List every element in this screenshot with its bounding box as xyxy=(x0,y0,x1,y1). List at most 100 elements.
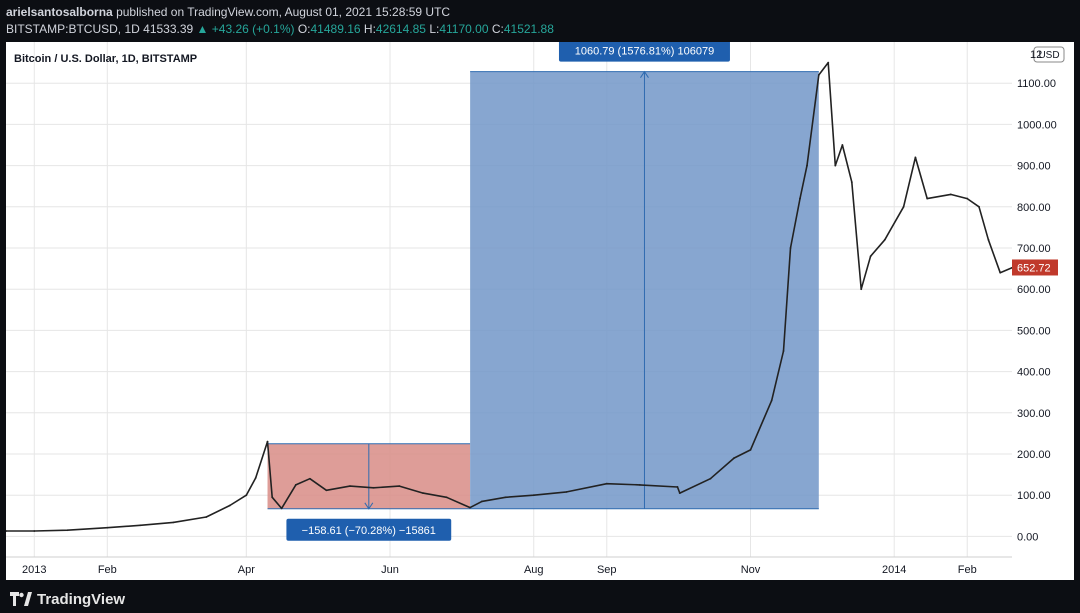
y-tick-label: 100.00 xyxy=(1017,490,1051,502)
footer: TradingView xyxy=(0,584,1080,613)
y-tick-label: 400.00 xyxy=(1017,367,1051,379)
price-data-point xyxy=(445,496,448,499)
x-tick-label: Apr xyxy=(238,564,255,576)
tradingview-brand: TradingView xyxy=(37,590,126,608)
price-data-point xyxy=(309,477,311,480)
price-data-point xyxy=(817,74,820,76)
price-data-point xyxy=(605,482,608,485)
price-data-point xyxy=(280,507,283,510)
price-data-point xyxy=(271,496,274,499)
price-data-point xyxy=(770,399,773,402)
price-data-point xyxy=(799,197,801,200)
y-tick-label: 300.00 xyxy=(1017,408,1051,420)
y-tick-label: 1000.00 xyxy=(1017,119,1057,131)
price-data-point xyxy=(66,529,69,532)
price-data-point xyxy=(33,530,36,532)
publish-info: arielsantosalborna published on TradingV… xyxy=(6,5,450,19)
price-data-point xyxy=(266,440,269,443)
published-text: published on TradingView.com, August 01,… xyxy=(116,5,451,19)
price-data-point xyxy=(294,484,297,486)
price-data-point xyxy=(827,61,830,64)
y-tick-label: 200.00 xyxy=(1017,449,1051,461)
last-price: 41533.39 xyxy=(143,22,194,36)
chart-title: Bitcoin / U.S. Dollar, 1D, BITSTAMP xyxy=(14,53,197,65)
y-tick-label: 700.00 xyxy=(1017,243,1051,255)
price-data-point xyxy=(422,492,424,495)
price-data-point xyxy=(841,144,844,146)
publisher-name[interactable]: arielsantosalborna xyxy=(6,5,113,19)
price-data-point xyxy=(902,205,905,208)
price-data-point xyxy=(749,448,752,451)
price-data-point xyxy=(245,494,248,497)
tradingview-logo[interactable]: TradingView xyxy=(10,589,125,609)
price-data-point xyxy=(481,500,483,503)
chart-plot-area[interactable]: −158.61 (−70.28%) −15861 1060.79 (1576.81… xyxy=(5,39,1013,580)
y-tick-label: 800.00 xyxy=(1017,202,1051,214)
price-data-point xyxy=(325,489,328,492)
top-partial-tick: 12 xyxy=(1030,49,1042,61)
close-label: C: xyxy=(491,22,504,36)
price-data-point xyxy=(398,485,401,488)
price-data-point xyxy=(978,205,980,208)
price-data-point xyxy=(914,156,917,159)
price-data-point xyxy=(926,197,929,200)
last-price-value: 652.72 xyxy=(1017,262,1051,274)
range-label-box xyxy=(558,39,730,62)
range-arrow-icon xyxy=(640,70,649,78)
low-label: L: xyxy=(429,22,440,36)
price-chart-svg[interactable]: −158.61 (−70.28%) −15861 1060.79 (1576.81… xyxy=(5,39,1013,580)
price-data-point xyxy=(139,524,142,527)
price-data-point xyxy=(565,491,568,493)
open-label: O: xyxy=(297,22,311,36)
price-data-point xyxy=(860,288,863,291)
tradingview-logo-icon xyxy=(10,592,32,606)
x-tick-label: Feb xyxy=(98,564,117,576)
price-axis[interactable]: 0.00 100.00 200.00 300.00 400.00 500.00 600.00… xyxy=(1012,42,1074,580)
price-data-point xyxy=(254,476,257,479)
y-tick-label: 0.00 xyxy=(1017,531,1038,543)
price-data-point xyxy=(834,164,837,167)
open-value: 41489.16 xyxy=(310,22,361,36)
price-data-point xyxy=(782,350,785,352)
price-data-point xyxy=(205,516,208,518)
price-change: ▲ +43.26 (+0.1%) xyxy=(196,22,295,36)
x-tick-label: Nov xyxy=(741,564,761,576)
price-data-point xyxy=(733,457,735,460)
currency-label: USD xyxy=(1038,50,1059,61)
range-measurements[interactable]: −158.61 (−70.28%) −15861 1060.79 (1576.81… xyxy=(267,39,819,541)
price-data-point xyxy=(789,247,792,249)
price-axis-svg[interactable]: 0.00 100.00 200.00 300.00 400.00 500.00 600.00… xyxy=(1012,42,1074,580)
last-price-marker: 652.72 xyxy=(1012,259,1058,276)
price-data-point xyxy=(987,238,990,241)
price-data-point xyxy=(106,526,109,529)
price-data-point xyxy=(638,484,641,486)
time-axis[interactable]: 2013 Feb Apr Jun Aug Sep Nov 2014 Feb xyxy=(6,556,1012,576)
symbol-info: BITSTAMP:BTCUSD, 1D 41533.39 ▲ +43.26 (+… xyxy=(6,22,554,36)
x-tick-label: 2014 xyxy=(882,564,906,576)
price-data-point xyxy=(949,193,952,196)
price-data-point xyxy=(676,486,679,488)
price-data-point xyxy=(349,485,351,488)
x-tick-label: Sep xyxy=(597,564,617,576)
range-arrow-icon xyxy=(364,502,374,510)
price-data-point xyxy=(469,506,472,509)
low-value: 41170.00 xyxy=(439,22,489,36)
price-data-point xyxy=(869,255,872,258)
price-data-point xyxy=(678,492,681,495)
currency-badge[interactable] xyxy=(1033,46,1065,63)
x-tick-label: 2013 xyxy=(22,564,46,576)
symbol-name[interactable]: BITSTAMP:BTCUSD, 1D xyxy=(6,22,140,36)
price-data-point xyxy=(228,504,231,507)
high-value: 42614.85 xyxy=(375,22,426,36)
x-tick-label: Aug xyxy=(524,564,544,576)
price-data-point xyxy=(372,486,375,489)
price-series xyxy=(5,61,1013,532)
price-data-point xyxy=(883,238,886,241)
price-data-point xyxy=(709,477,712,480)
price-data-point xyxy=(532,494,535,497)
range-label-box xyxy=(286,518,452,541)
price-ticks: 0.00 100.00 200.00 300.00 400.00 500.00 600.00… xyxy=(1017,78,1057,543)
last-price-badge xyxy=(1012,259,1058,276)
x-tick-label: Jun xyxy=(381,564,399,576)
price-data-point xyxy=(806,164,808,167)
